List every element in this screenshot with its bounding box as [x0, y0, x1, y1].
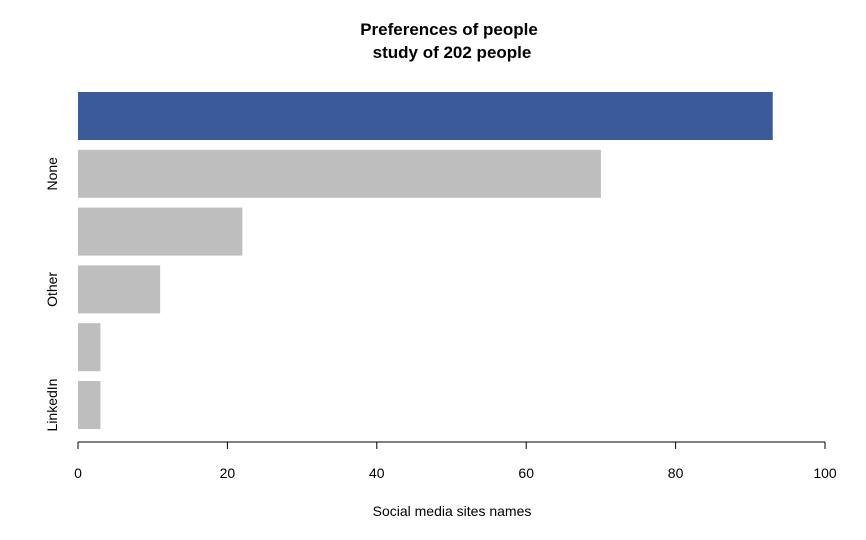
- bar: [78, 323, 101, 372]
- y-tick-label: Other: [44, 272, 60, 307]
- bar: [78, 381, 101, 429]
- bar: [78, 92, 773, 140]
- chart-subtitle: study of 202 people: [373, 43, 532, 62]
- x-tick-label: 60: [518, 465, 534, 481]
- y-tick-label: LinkedIn: [44, 379, 60, 432]
- x-axis-title: Social media sites names: [373, 503, 532, 519]
- x-tick-label: 40: [369, 465, 385, 481]
- bar: [78, 149, 601, 198]
- x-axis: 0 20 40 60 80 100: [74, 441, 837, 481]
- bar: [78, 207, 243, 256]
- bar: [78, 265, 161, 314]
- chart-title: Preferences of people: [360, 20, 538, 39]
- bars-group: [78, 92, 773, 429]
- x-tick-label: 20: [220, 465, 236, 481]
- y-axis-labels: None Other LinkedIn: [44, 157, 60, 432]
- x-tick-label: 0: [74, 465, 82, 481]
- x-tick-label: 80: [668, 465, 684, 481]
- x-tick-label: 100: [813, 465, 837, 481]
- y-tick-label: None: [44, 157, 60, 191]
